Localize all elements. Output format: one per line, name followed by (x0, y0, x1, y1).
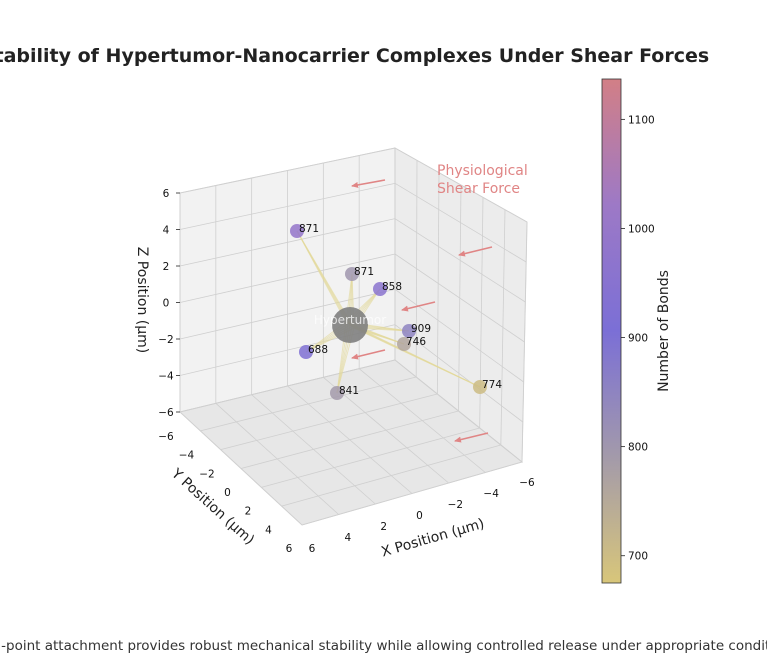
hypertumor-hub: Hypertumor (314, 307, 386, 343)
z-tick-label: 2 (163, 261, 170, 273)
nanocarrier-point (473, 380, 487, 394)
shear-arrow (351, 349, 386, 360)
nanocarrier-label: 871 (354, 266, 374, 278)
colorbar-ticks: 700 800 900 1000 1100 (621, 114, 655, 563)
annotation-line-1: Physiological (437, 163, 528, 179)
z-tick-label: −2 (158, 334, 173, 346)
nanocarrier-point (373, 282, 387, 296)
axes-panes (178, 147, 528, 526)
z-tick-label: −4 (158, 371, 174, 383)
shear-arrow (454, 432, 489, 443)
colorbar (601, 78, 622, 584)
y-tick-label: −2 (199, 468, 214, 480)
x-tick-label: 4 (344, 532, 351, 544)
x-axis-ticks: 6 4 2 0 −2 −4 −6 (309, 477, 535, 555)
z-tick-label: −6 (158, 407, 174, 419)
z-tick-label: 4 (163, 225, 170, 237)
x-tick-label: 6 (309, 543, 316, 555)
chart-title: Stability of Hypertumor-Nanocarrier Comp… (0, 45, 709, 67)
grid-line (394, 359, 523, 463)
grid-lines (179, 147, 528, 526)
colorbar-tick-label: 1100 (628, 114, 655, 126)
nanocarrier-label: 909 (411, 323, 431, 335)
z-tick-label: 0 (163, 298, 170, 310)
x-axis-label: X Position (μm) (380, 516, 487, 561)
shear-arrow (458, 246, 493, 257)
x-tick-label: 2 (380, 521, 387, 533)
z-axis-label: Z Position (μm) (134, 247, 150, 353)
nanocarrier-point (345, 267, 359, 281)
y-tick-label: 2 (245, 506, 252, 518)
nanocarrier-label: 774 (482, 379, 502, 391)
nanocarrier-point (290, 224, 304, 238)
nanocarrier-point (402, 324, 416, 338)
nanocarrier-label: 871 (299, 223, 319, 235)
grid-line (394, 147, 528, 223)
colorbar-tick-label: 1000 (628, 223, 655, 235)
y-tick-label: −6 (158, 431, 174, 443)
y-axis-ticks: −6 −4 −2 0 2 4 6 (158, 431, 292, 555)
grid-line (521, 221, 528, 463)
shear-arrow (401, 301, 436, 312)
nanocarrier-label: 746 (406, 336, 426, 348)
colorbar-label: Number of Bonds (656, 270, 672, 392)
colorbar-tick-label: 800 (628, 442, 648, 454)
z-axis-ticks: −6 −4 −2 0 2 4 6 (158, 188, 180, 419)
annotation-line-2: Shear Force (437, 181, 520, 197)
nanocarrier-label: 841 (339, 385, 359, 397)
nanocarrier-point (330, 386, 344, 400)
x-tick-label: −6 (519, 477, 535, 489)
hypertumor-sphere (332, 307, 368, 343)
y-tick-label: 0 (224, 487, 231, 499)
y-tick-label: 4 (265, 524, 272, 536)
nanocarrier-point (397, 337, 411, 351)
nanocarrier-label: 688 (308, 344, 328, 356)
x-tick-label: −2 (448, 499, 463, 511)
grid-line (500, 209, 506, 446)
shear-arrow (351, 179, 386, 188)
nanocarrier-label: 858 (382, 281, 402, 293)
z-tick-label: 6 (163, 188, 170, 200)
colorbar-tick-label: 900 (628, 333, 648, 345)
figure-caption: Multi-point attachment provides robust m… (0, 638, 767, 654)
grid-line (301, 461, 523, 526)
bond-line (353, 327, 481, 388)
grid-line (281, 444, 501, 507)
colorbar-tick-label: 700 (628, 551, 648, 563)
x-tick-label: 0 (416, 510, 423, 522)
y-tick-label: −4 (179, 450, 195, 462)
y-tick-label: 6 (286, 543, 293, 555)
grid-line (179, 147, 396, 194)
nanocarrier-point (299, 345, 313, 359)
x-tick-label: −4 (483, 488, 499, 500)
hypertumor-label: Hypertumor (314, 313, 386, 327)
shear-force-arrows (351, 179, 493, 443)
shear-force-annotation: Physiological Shear Force (437, 163, 532, 197)
